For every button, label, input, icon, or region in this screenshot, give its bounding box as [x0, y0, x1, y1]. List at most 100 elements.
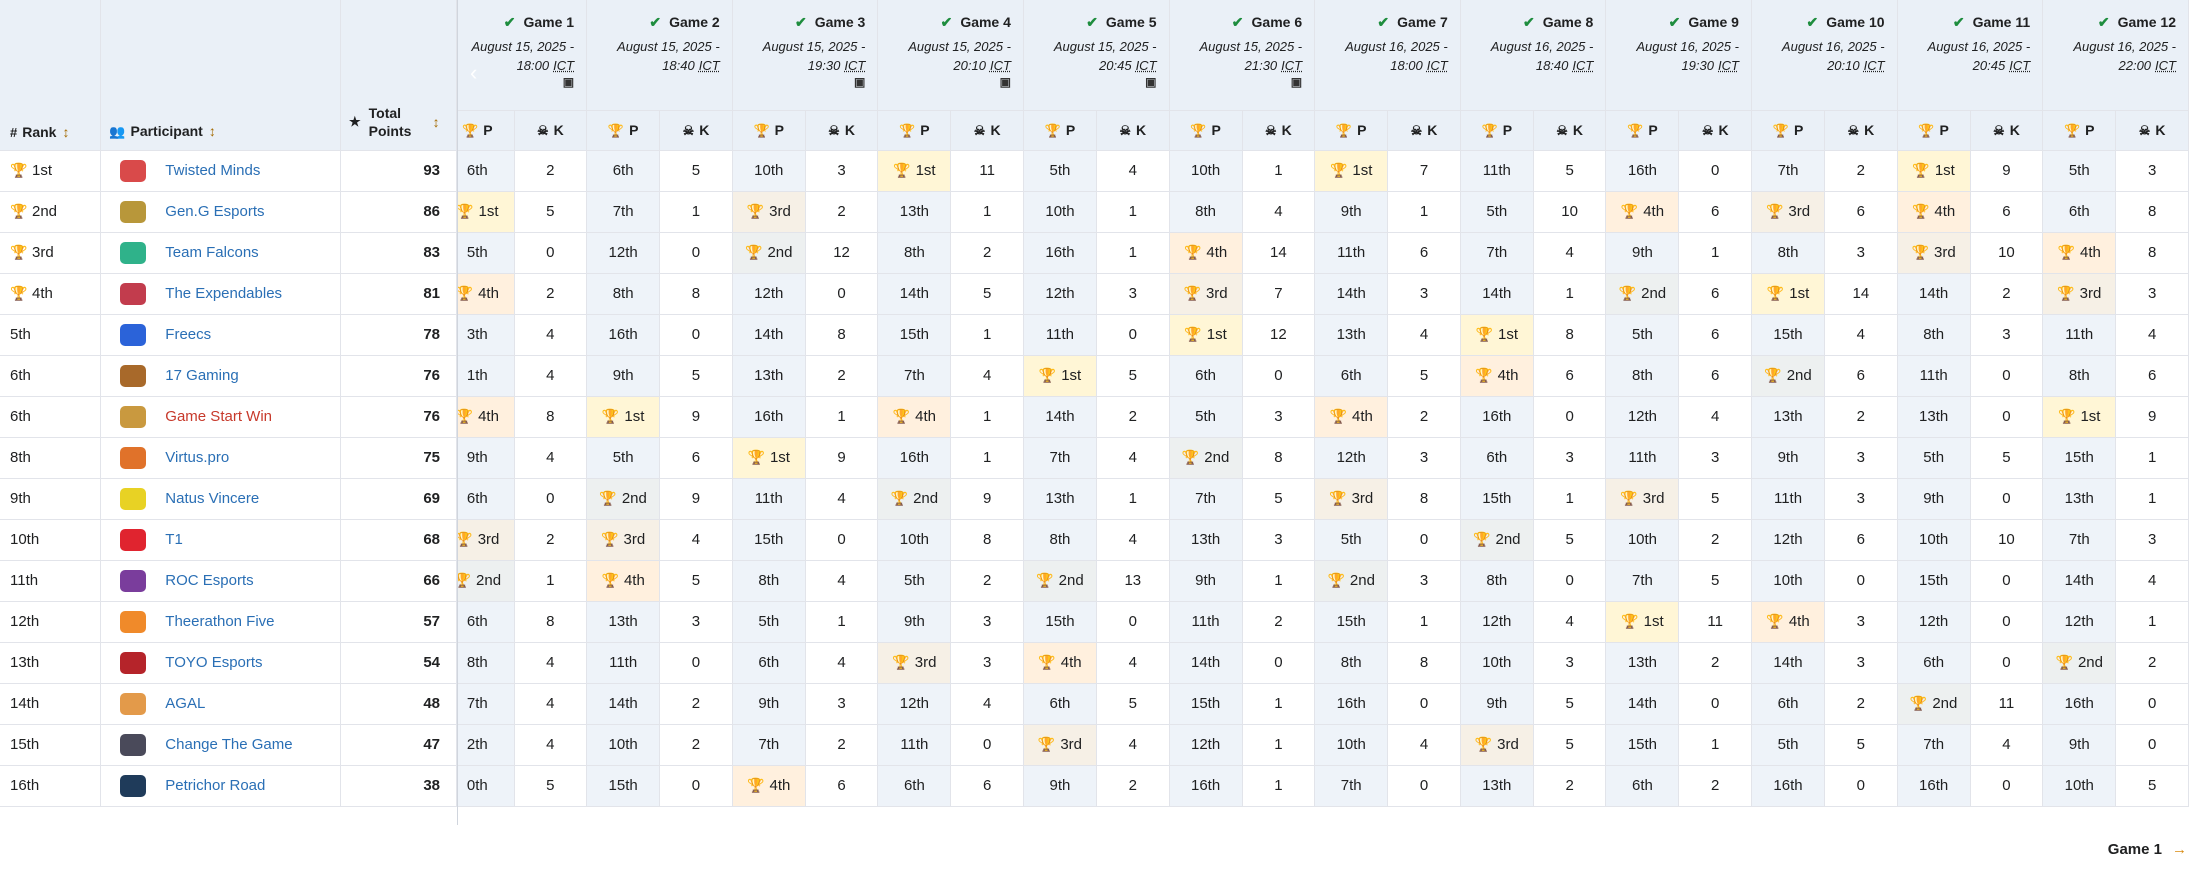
kills-cell: 3: [1824, 437, 1898, 479]
skull-icon: ☠: [1993, 122, 2005, 138]
game-header[interactable]: ✔ Game 9 August 16, 2025 - 19:30 ICT: [1605, 0, 1752, 111]
team-link[interactable]: Twisted Minds: [165, 162, 261, 179]
sort-icon[interactable]: ↕: [62, 123, 70, 140]
kills-cell: 2: [805, 355, 879, 397]
game-results-row: 1th 4 9th 5 13th 2 7th 4 🏆 1st 5 6th 0 6th 5 🏆 4th 6 8th 6 🏆…: [457, 355, 2189, 397]
vod-icon[interactable]: ▣: [1290, 75, 1303, 89]
kills-cell: 6: [805, 765, 879, 807]
timezone-abbr[interactable]: ICT: [1281, 58, 1303, 73]
team-link[interactable]: Theerathon Five: [165, 613, 275, 630]
participant-cell: 17 Gaming: [100, 355, 341, 397]
total-points-header[interactable]: ★ Total Points ↕: [340, 0, 458, 151]
team-link[interactable]: Natus Vincere: [165, 490, 260, 507]
game-header[interactable]: ✔ Game 12 August 16, 2025 - 22:00 ICT: [2042, 0, 2189, 111]
game-header[interactable]: ✔ Game 4 August 15, 2025 - 20:10 ICT ▣: [877, 0, 1024, 111]
game-header[interactable]: ✔ Game 7 August 16, 2025 - 18:00 ICT: [1314, 0, 1461, 111]
standings-row: 12th Theerathon Five 57: [0, 601, 458, 643]
scroll-left-icon[interactable]: ‹: [470, 60, 478, 85]
placement-cell: 🏆 1st: [586, 396, 661, 438]
timezone-abbr[interactable]: ICT: [844, 58, 866, 73]
kills-cell: 2: [805, 191, 879, 233]
team-link[interactable]: Virtus.pro: [165, 449, 230, 466]
rank-header[interactable]: # Rank ↕: [0, 0, 102, 151]
kills-cell: 3: [1387, 273, 1461, 315]
placement-cell: 12th: [1023, 273, 1098, 315]
timezone-abbr[interactable]: ICT: [1135, 58, 1157, 73]
kills-cell: 4: [950, 683, 1024, 725]
game-navigation[interactable]: Game 1 →: [2108, 841, 2187, 858]
timezone-abbr[interactable]: ICT: [2155, 58, 2176, 73]
kills-cell: 2: [1824, 683, 1898, 725]
games-scroll-area[interactable]: ✔ Game 1 August 15, 2025 -18:00 ICT ▣ ✔ Game 2…: [457, 0, 2205, 825]
game-results-row: 6th 0 🏆 2nd 9 11th 4 🏆 2nd 9 13th 1 7th 5 🏆 3rd 8 15th 1 🏆 3…: [457, 478, 2189, 520]
timezone-abbr[interactable]: ICT: [1572, 58, 1594, 73]
kills-cell: 9: [659, 396, 733, 438]
team-link[interactable]: Freecs: [165, 326, 212, 343]
game-header[interactable]: ✔ Game 3 August 15, 2025 - 19:30 ICT ▣: [732, 0, 879, 111]
kills-cell: 3: [1824, 478, 1898, 520]
vod-icon[interactable]: ▣: [853, 75, 866, 89]
team-link[interactable]: ROC Esports: [165, 572, 254, 589]
vod-icon[interactable]: ▣: [562, 75, 575, 89]
game-results-row: 6th 2 6th 5 10th 3 🏆 1st 11 5th 4 10th 1 🏆 1st 7 11th 5 16…: [457, 150, 2189, 192]
team-link[interactable]: Game Start Win: [165, 408, 272, 425]
team-link[interactable]: Team Falcons: [165, 244, 259, 261]
team-logo-shape: [120, 364, 147, 387]
timezone-abbr[interactable]: ICT: [1863, 58, 1885, 73]
timezone-abbr[interactable]: ICT: [698, 58, 720, 73]
kills-cell: 11: [950, 150, 1024, 192]
kills-cell: 2: [1242, 601, 1316, 643]
game-header[interactable]: ✔ Game 11 August 16, 2025 - 20:45 ICT: [1897, 0, 2044, 111]
kills-cell: 5: [950, 273, 1024, 315]
placement-cell: 15th: [877, 314, 952, 356]
placement-cell: 5th: [1460, 191, 1534, 233]
team-link[interactable]: Gen.G Esports: [165, 203, 265, 220]
game-title: Game 3: [814, 14, 866, 30]
team-link[interactable]: AGAL: [165, 695, 206, 712]
skull-icon: ☠: [1847, 122, 1860, 138]
participant-header[interactable]: 👥 Participant ↕: [100, 0, 341, 151]
game-title: Game 9: [1688, 14, 1739, 30]
game-header[interactable]: ✔ Game 8 August 16, 2025 - 18:40 ICT: [1460, 0, 1607, 111]
placement-cell: 11th: [1169, 601, 1243, 643]
placement-cell: 15th: [1169, 683, 1243, 725]
game-header[interactable]: ✔ Game 1 August 15, 2025 - 18:00 ICT ▣: [457, 0, 588, 111]
rank-label: 8th: [10, 449, 31, 466]
team-link[interactable]: TOYO Esports: [165, 654, 263, 671]
arrow-right-icon[interactable]: →: [2172, 841, 2187, 858]
kills-cell: 1: [950, 314, 1024, 356]
timezone-abbr[interactable]: ICT: [989, 58, 1011, 73]
kills-cell: 6: [1387, 232, 1461, 274]
team-link[interactable]: 17 Gaming: [165, 367, 239, 384]
placement-cell: 🏆 2nd: [586, 478, 661, 520]
game-header[interactable]: ✔ Game 5 August 15, 2025 - 20:45 ICT ▣: [1023, 0, 1170, 111]
timezone-abbr[interactable]: ICT: [1718, 58, 1739, 73]
vod-icon[interactable]: ▣: [999, 75, 1011, 89]
game-header[interactable]: ✔ Game 10 August 16, 2025 - 20:10 ICT: [1751, 0, 1898, 111]
kills-cell: 1: [1096, 232, 1170, 274]
timezone-abbr[interactable]: ICT: [1426, 58, 1448, 73]
vod-icon[interactable]: ▣: [1145, 75, 1157, 89]
placement-cell: 🏆 2nd: [732, 232, 806, 274]
game-header[interactable]: ✔ Game 2 August 15, 2025 - 18:40 ICT: [586, 0, 733, 111]
sort-icon[interactable]: ↕: [208, 122, 216, 139]
timezone-abbr[interactable]: ICT: [2009, 58, 2031, 73]
placement-cell: 7th: [1314, 765, 1389, 807]
timezone-abbr[interactable]: ICT: [553, 58, 575, 73]
team-link[interactable]: Change The Game: [165, 736, 293, 753]
trophy-icon: 🏆: [1475, 326, 1494, 342]
team-logo-shape: [120, 733, 147, 756]
placement-cell: 6th: [877, 765, 952, 807]
kills-cell: 6: [1678, 273, 1752, 315]
game-header[interactable]: ✔ Game 6 August 15, 2025 - 21:30 ICT ▣: [1169, 0, 1316, 111]
kills-cell: 3: [2115, 273, 2189, 315]
team-link[interactable]: The Expendables: [165, 285, 283, 302]
kills-cell: 0: [1242, 642, 1316, 684]
kills-cell: 0: [1970, 355, 2044, 397]
placement-header: 🏆 P: [457, 110, 515, 151]
placement-cell: 14th: [1314, 273, 1389, 315]
trophy-icon: 🏆: [457, 408, 474, 424]
team-link[interactable]: T1: [165, 531, 183, 548]
sort-icon[interactable]: ↕: [432, 113, 440, 130]
team-link[interactable]: Petrichor Road: [165, 777, 266, 794]
